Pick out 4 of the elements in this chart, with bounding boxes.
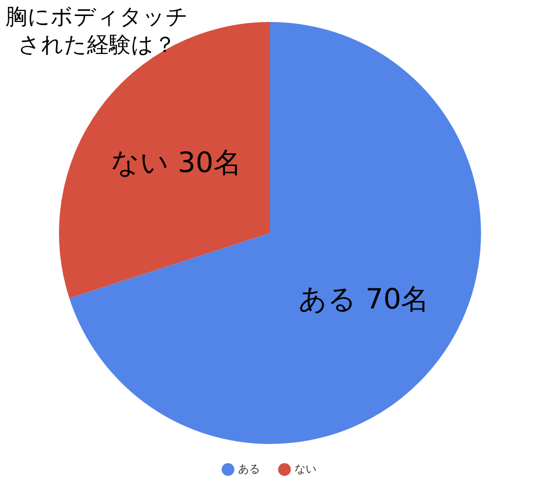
- data-label: ある 70名: [298, 282, 430, 316]
- legend-label: ある: [238, 462, 260, 476]
- data-label: ない 30名: [110, 146, 242, 180]
- legend-label: ない: [294, 462, 316, 476]
